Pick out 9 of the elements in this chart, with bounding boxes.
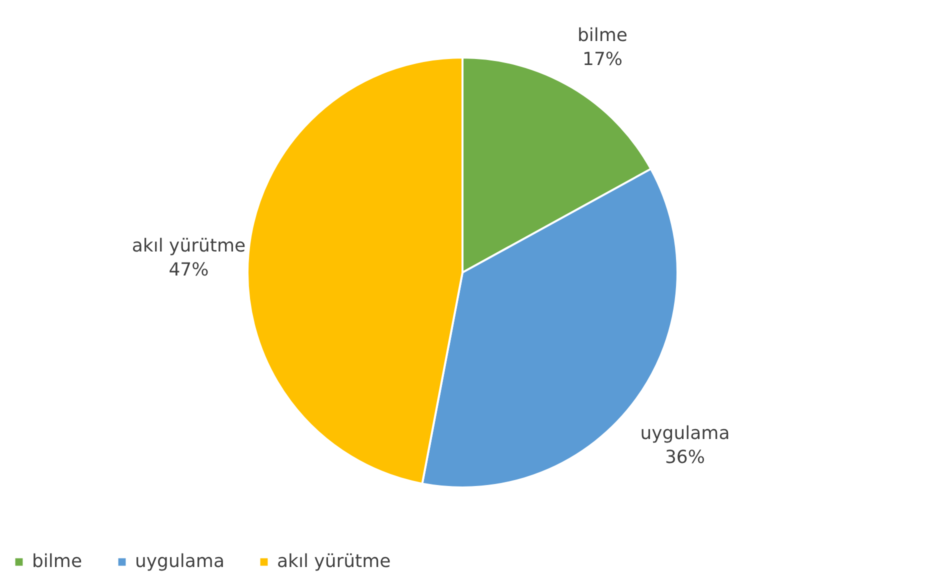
legend-label: uygulama: [135, 551, 224, 572]
slice-label: bilme: [577, 24, 628, 46]
data-label: 47%: [168, 260, 209, 281]
legend-label: akıl yürütme: [277, 551, 391, 572]
slice-label: akıl yürütme: [132, 236, 246, 257]
data-label: 36%: [664, 447, 705, 468]
data-label: 17%: [582, 48, 622, 70]
slice-label: uygulama: [640, 423, 730, 444]
legend-label: bilme: [32, 551, 82, 572]
